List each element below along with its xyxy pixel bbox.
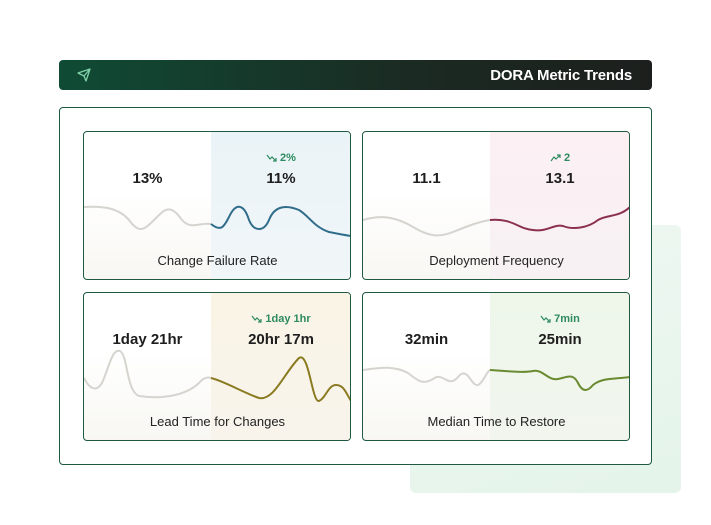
current-trend	[210, 356, 350, 403]
current-trend	[489, 369, 629, 391]
change: 1day 1hr	[211, 313, 350, 325]
current-trend	[210, 205, 350, 237]
change-value: 1day 1hr	[265, 313, 311, 325]
trend-arrow	[550, 154, 561, 162]
current-value: 11%	[266, 170, 296, 187]
trend-arrow	[251, 315, 262, 323]
sparkline	[363, 366, 629, 391]
current-value: 20hr 17m	[248, 331, 314, 348]
trend-icon	[550, 154, 561, 162]
change: 7min	[490, 313, 629, 325]
previous-trend	[84, 349, 212, 399]
metric-title: Lead Time for Changes	[149, 414, 286, 429]
header-bar: DORA Metric Trends	[59, 60, 652, 90]
metric-card: 11.1 13.1 Deployment Frequency 2	[362, 131, 630, 280]
current-value: 13.1	[545, 170, 575, 187]
change-value: 7min	[554, 313, 580, 325]
previous-trend	[363, 216, 491, 237]
current-period-tint	[211, 293, 350, 440]
previous-value: 11.1	[412, 170, 441, 187]
previous-value: 32min	[404, 331, 449, 348]
metric-card: 1day 21hr 20hr 17m Lead Time for Changes 1d…	[83, 292, 351, 441]
previous-trend	[84, 205, 212, 230]
current-trend	[489, 206, 629, 232]
current-period-tint	[490, 293, 629, 440]
metric-title: Change Failure Rate	[157, 253, 278, 268]
header-title: DORA Metric Trends	[490, 67, 632, 84]
trend-icon	[540, 315, 551, 323]
current-value: 25min	[538, 331, 582, 348]
trend-icon	[266, 154, 277, 162]
sparkline	[363, 206, 629, 237]
metric-title: Median Time to Restore	[427, 414, 566, 429]
change: 2	[490, 152, 629, 164]
current-period-tint	[211, 132, 350, 279]
previous-value: 1day 21hr	[112, 331, 183, 348]
previous-value: 13%	[132, 170, 163, 187]
metric-card: 32min 25min Median Time to Restore 7min	[362, 292, 630, 441]
sparkline	[84, 349, 350, 403]
trend-arrow	[540, 315, 551, 323]
change-value: 2%	[280, 152, 296, 164]
sparkline	[84, 205, 350, 237]
previous-trend	[363, 366, 491, 386]
trend-icon	[251, 315, 262, 323]
metric-card: 13% 11% Change Failure Rate 2%	[83, 131, 351, 280]
metric-title: Deployment Frequency	[429, 253, 564, 268]
logo	[77, 68, 91, 82]
trend-arrow	[266, 154, 277, 162]
change: 2%	[211, 152, 350, 164]
change-value: 2	[563, 152, 571, 164]
